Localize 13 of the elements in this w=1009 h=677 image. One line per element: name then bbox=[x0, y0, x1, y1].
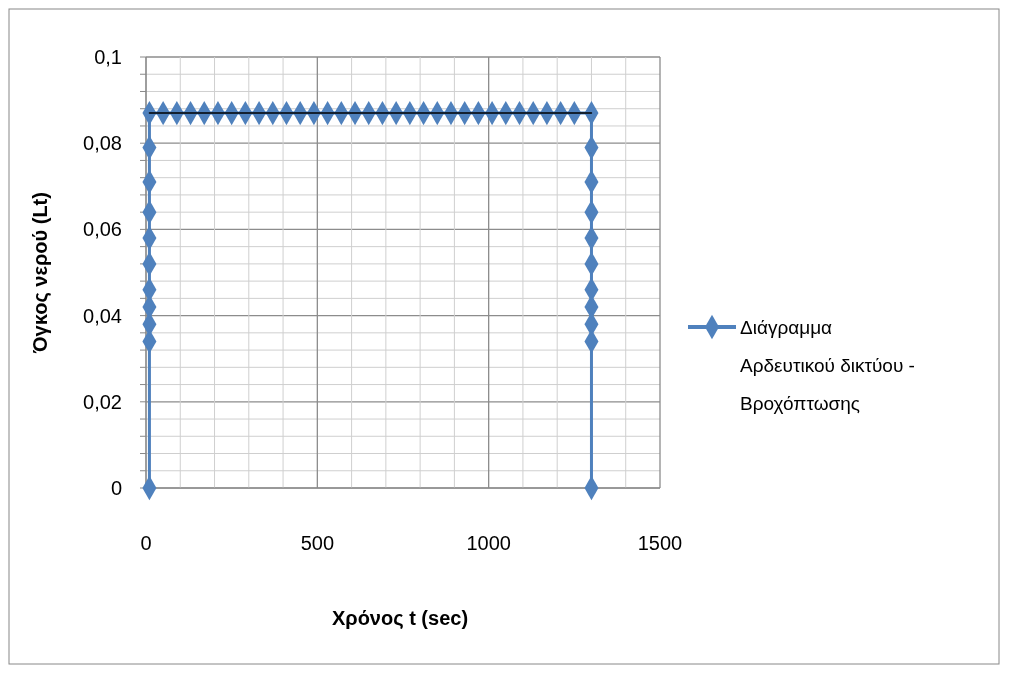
x-tick-label: 500 bbox=[300, 532, 335, 554]
y-axis-title: Όγκος νερού (Lt) bbox=[29, 192, 51, 354]
x-tick-label: 0 bbox=[140, 532, 152, 554]
y-tick-label: 0,04 bbox=[83, 304, 122, 327]
y-tick-label: 0,06 bbox=[83, 218, 122, 241]
y-tick-label: 0,02 bbox=[83, 390, 122, 413]
x-tick-label: 1000 bbox=[466, 532, 511, 554]
y-tick-label: 0,08 bbox=[83, 132, 122, 155]
y-tick-label: 0,1 bbox=[94, 46, 122, 68]
legend-label: Διάγραμμα Αρδευτικού δικτύου - Βροχόπτωσης bbox=[740, 317, 915, 414]
x-tick-label: 1500 bbox=[637, 532, 683, 554]
x-axis-title: Χρόνος t (sec) bbox=[331, 607, 469, 629]
y-tick-label: 0 bbox=[110, 477, 122, 499]
